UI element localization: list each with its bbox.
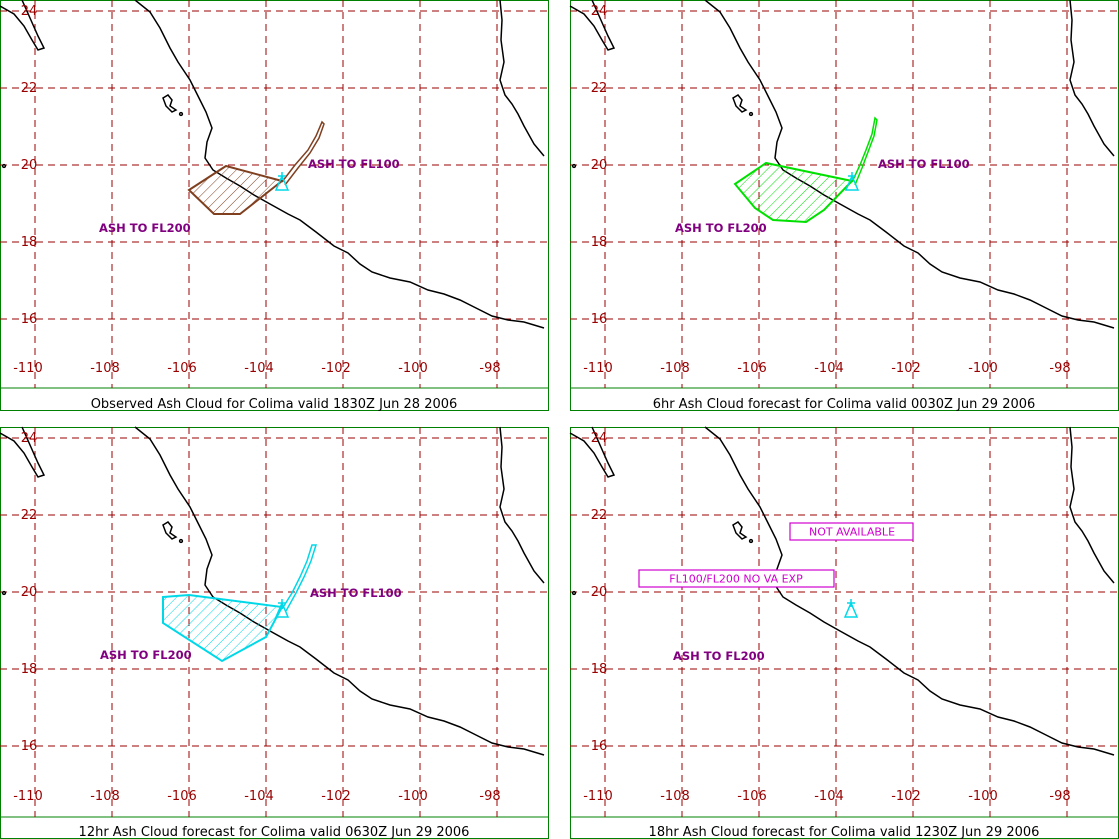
svg-text:-102: -102: [891, 789, 921, 804]
svg-text:-106: -106: [167, 789, 197, 804]
svg-text:-98: -98: [479, 361, 500, 376]
svg-text:-110: -110: [583, 789, 613, 804]
ash-cloud-fl200: [187, 164, 285, 215]
svg-text:24: 24: [591, 431, 608, 446]
svg-text:24: 24: [591, 4, 608, 19]
x-tick-labels: -110 -108 -106 -104 -102 -100 -98: [583, 361, 1070, 376]
y-tick-labels: 24 22 20 18 16: [591, 4, 608, 327]
svg-text:22: 22: [21, 508, 38, 523]
svg-text:22: 22: [21, 81, 38, 96]
svg-text:-106: -106: [737, 361, 767, 376]
panel-caption: 12hr Ash Cloud forecast for Colima valid…: [79, 825, 470, 839]
coastline: [0, 0, 545, 329]
svg-text:18: 18: [21, 235, 38, 250]
svg-text:24: 24: [21, 431, 38, 446]
map-grid: [0, 0, 548, 388]
coastline: [569, 0, 1115, 329]
svg-text:22: 22: [591, 508, 608, 523]
svg-text:-108: -108: [660, 789, 690, 804]
volcano-icon: [843, 599, 859, 618]
label-fl200: ASH TO FL200: [675, 221, 767, 235]
no-va-box: [638, 569, 835, 588]
x-tick-labels: -110 -108 -106 -104 -102 -100 -98: [583, 789, 1070, 804]
panel-frame: [0, 0, 549, 411]
svg-text:18: 18: [591, 662, 608, 677]
svg-text:-108: -108: [90, 789, 120, 804]
svg-text:20: 20: [591, 158, 608, 173]
svg-text:-98: -98: [1049, 361, 1070, 376]
svg-text:-110: -110: [13, 361, 43, 376]
svg-text:-100: -100: [398, 789, 428, 804]
svg-text:-102: -102: [321, 789, 351, 804]
svg-text:22: 22: [591, 81, 608, 96]
map-grid: [570, 0, 1118, 388]
coastline: [0, 426, 545, 756]
map-grid: [0, 427, 548, 817]
svg-text:-100: -100: [398, 361, 428, 376]
svg-text:-106: -106: [167, 361, 197, 376]
volcano-icon: [274, 172, 290, 191]
coastline: [569, 426, 1115, 756]
svg-text:16: 16: [591, 312, 608, 327]
not-available-box: [789, 522, 914, 541]
label-fl200: ASH TO FL200: [100, 648, 192, 662]
panel-caption: Observed Ash Cloud for Colima valid 1830…: [91, 397, 458, 412]
svg-text:-100: -100: [968, 361, 998, 376]
svg-text:24: 24: [21, 4, 38, 19]
svg-text:18: 18: [591, 235, 608, 250]
panel-caption: 6hr Ash Cloud forecast for Colima valid …: [653, 397, 1036, 412]
svg-text:-104: -104: [244, 789, 274, 804]
ash-cloud-fl200: [162, 593, 284, 663]
label-fl100: ASH TO FL100: [878, 157, 970, 171]
svg-text:-104: -104: [814, 361, 844, 376]
svg-text:-100: -100: [968, 789, 998, 804]
svg-text:16: 16: [591, 739, 608, 754]
y-tick-labels: 24 22 20 18 16: [21, 4, 38, 327]
x-tick-labels: -110 -108 -106 -104 -102 -100 -98: [13, 789, 500, 804]
panel-hr12: ASH TO FL100 ASH TO FL200 24 22 20 18 16…: [0, 426, 549, 839]
svg-text:-98: -98: [1049, 789, 1070, 804]
svg-text:-110: -110: [583, 361, 613, 376]
svg-text:-104: -104: [244, 361, 274, 376]
svg-text:20: 20: [21, 585, 38, 600]
not-available-label: NOT AVAILABLE: [809, 526, 895, 539]
svg-text:-108: -108: [90, 361, 120, 376]
panel-hr6: ASH TO FL100 ASH TO FL200 24 22 20 18 16…: [569, 0, 1119, 412]
volcano-icon: [274, 599, 290, 618]
x-tick-labels: -110 -108 -106 -104 -102 -100 -98: [13, 361, 500, 376]
label-fl200: ASH TO FL200: [673, 649, 765, 663]
ash-cloud-fl100: [281, 544, 318, 612]
y-tick-labels: 24 22 20 18 16: [21, 431, 38, 754]
ash-cloud-fl100: [851, 116, 878, 186]
svg-text:-102: -102: [321, 361, 351, 376]
label-fl200: ASH TO FL200: [99, 221, 191, 235]
svg-text:-104: -104: [814, 789, 844, 804]
svg-text:20: 20: [591, 585, 608, 600]
panel-hr18: NOT AVAILABLE FL100/FL200 NO VA EXP ASH …: [569, 426, 1119, 839]
panel-frame: [570, 0, 1119, 411]
label-fl100: ASH TO FL100: [310, 586, 402, 600]
svg-text:20: 20: [21, 158, 38, 173]
y-tick-labels: 24 22 20 18 16: [591, 431, 608, 754]
panel-observed: ASH TO FL100 ASH TO FL200 24 22 20 18 16…: [0, 0, 549, 412]
no-va-label: FL100/FL200 NO VA EXP: [669, 573, 803, 586]
svg-text:-108: -108: [660, 361, 690, 376]
ash-cloud-fl100: [281, 120, 325, 186]
svg-text:-98: -98: [479, 789, 500, 804]
volcano-icon: [844, 172, 860, 191]
ash-cloud-fl200: [733, 161, 854, 224]
svg-text:-110: -110: [13, 789, 43, 804]
label-fl100: ASH TO FL100: [308, 157, 400, 171]
svg-text:16: 16: [21, 312, 38, 327]
svg-text:18: 18: [21, 662, 38, 677]
svg-text:-106: -106: [737, 789, 767, 804]
svg-text:16: 16: [21, 739, 38, 754]
panel-caption: 18hr Ash Cloud forecast for Colima valid…: [649, 825, 1040, 839]
map-grid: [570, 427, 1118, 817]
svg-text:-102: -102: [891, 361, 921, 376]
